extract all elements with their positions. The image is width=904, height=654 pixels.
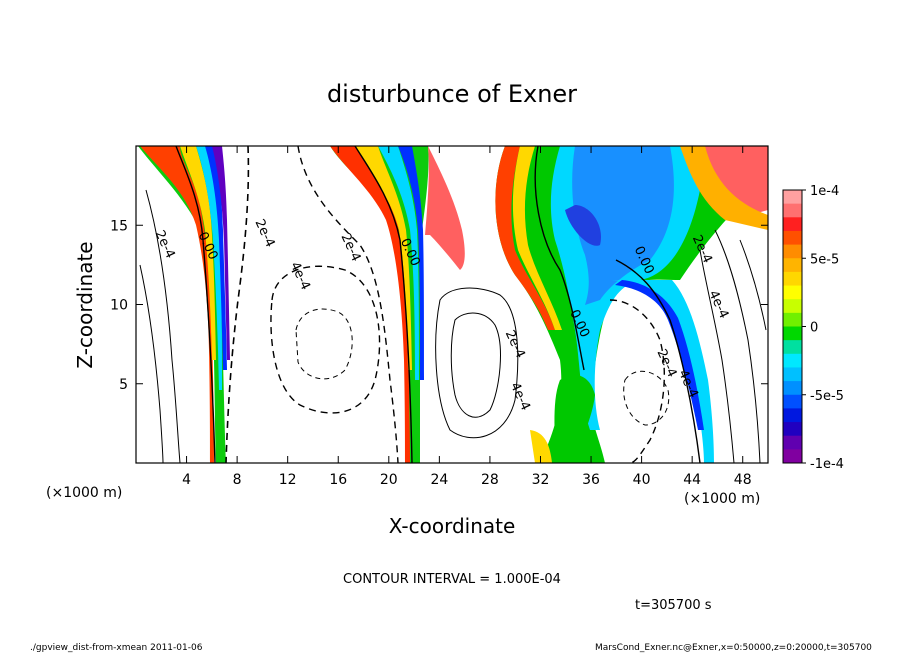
colorbar-segment: [783, 258, 802, 273]
chart-title: disturbunce of Exner: [327, 80, 577, 108]
x-axis: 4 8 12 16 20 24 28 32 36 40 44 48: [182, 146, 752, 488]
colorbar-segment: [783, 271, 802, 287]
colorbar-segment: [783, 203, 802, 218]
colorbar-tick-label: -1e-4: [810, 457, 844, 472]
x-unit-right: (×1000 m): [684, 491, 760, 507]
x-tick-label: 16: [329, 472, 347, 488]
x-tick-label: 48: [734, 472, 752, 488]
colorbar-segment: [783, 190, 802, 205]
colorbar-segment: [783, 230, 802, 246]
colorbar-segment: [783, 353, 802, 368]
colorbar-segment: [783, 422, 802, 437]
y-tick-label: 15: [110, 218, 128, 234]
heatmap-field: [138, 146, 768, 463]
x-tick-label: 32: [532, 472, 550, 488]
x-tick-label: 20: [380, 472, 398, 488]
colorbar-segment: [783, 340, 802, 355]
colorbar-segment: [783, 217, 802, 232]
colorbar-segment: [783, 244, 802, 259]
x-unit-left: (×1000 m): [46, 485, 122, 501]
x-tick-label: 36: [582, 472, 600, 488]
contour-lines: [139, 146, 767, 463]
colorbar-segment: [783, 449, 802, 464]
colorbar-tick-label: -5e-5: [810, 389, 844, 404]
x-axis-title: X-coordinate: [389, 514, 516, 538]
y-axis: 5 10 15: [110, 218, 768, 393]
footer-right: MarsCond_Exner.nc@Exner,x=0:50000,z=0:20…: [595, 643, 872, 653]
y-tick-label: 10: [110, 298, 128, 314]
x-tick-label: 28: [481, 472, 499, 488]
colorbar-segment: [783, 394, 802, 409]
colorbar-tick-label: 0: [810, 321, 818, 336]
x-tick-label: 40: [633, 472, 651, 488]
contour-interval-text: CONTOUR INTERVAL = 1.000E-04: [343, 572, 561, 587]
colorbar-segment: [783, 408, 802, 423]
x-tick-label: 4: [182, 472, 191, 488]
colorbar-tick-label: 1e-4: [810, 184, 839, 199]
colorbar-segment: [783, 285, 802, 300]
y-axis-title: Z-coordinate: [73, 241, 97, 368]
colorbar-segment: [783, 326, 802, 341]
colorbar-segment: [783, 299, 802, 314]
x-tick-label: 44: [683, 472, 701, 488]
time-label: t=305700 s: [635, 598, 712, 613]
footer-left: ./gpview_dist-from-xmean 2011-01-06: [30, 643, 203, 653]
x-tick-label: 8: [233, 472, 242, 488]
colorbar-segment: [783, 381, 802, 396]
x-tick-label: 12: [279, 472, 297, 488]
colorbar: [782, 189, 803, 464]
colorbar-segment: [783, 435, 802, 450]
colorbar-segment: [783, 367, 802, 382]
x-tick-label: 24: [430, 472, 448, 488]
colorbar-segment: [783, 312, 802, 327]
colorbar-tick-label: 5e-5: [810, 252, 839, 267]
y-tick-label: 5: [119, 377, 128, 393]
colorbar-ticks: 1e-4 5e-5 0 -5e-5 -1e-4: [802, 184, 844, 472]
